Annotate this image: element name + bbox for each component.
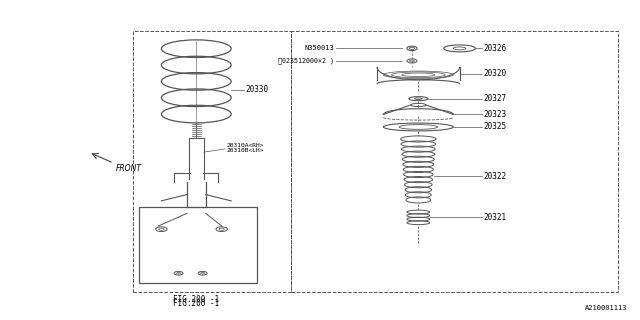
Text: 20321: 20321 [484, 213, 507, 222]
Text: 20325: 20325 [484, 123, 507, 132]
Text: N350013: N350013 [304, 45, 334, 52]
Text: 20326: 20326 [484, 44, 507, 53]
Text: A210001113: A210001113 [585, 305, 628, 311]
Text: FIG.200 -1: FIG.200 -1 [173, 295, 220, 304]
Text: 20310A<RH>: 20310A<RH> [227, 143, 264, 148]
Text: 20320: 20320 [484, 69, 507, 78]
Text: 20323: 20323 [484, 110, 507, 119]
Text: 20322: 20322 [484, 172, 507, 180]
Text: 20330: 20330 [246, 85, 269, 94]
Text: FRONT: FRONT [116, 164, 141, 173]
Text: FIG.200 -1: FIG.200 -1 [173, 299, 220, 308]
Text: 20327: 20327 [484, 94, 507, 103]
Text: ⓝ023512000×2 ): ⓝ023512000×2 ) [278, 58, 334, 64]
Text: 20310B<LH>: 20310B<LH> [227, 148, 264, 153]
